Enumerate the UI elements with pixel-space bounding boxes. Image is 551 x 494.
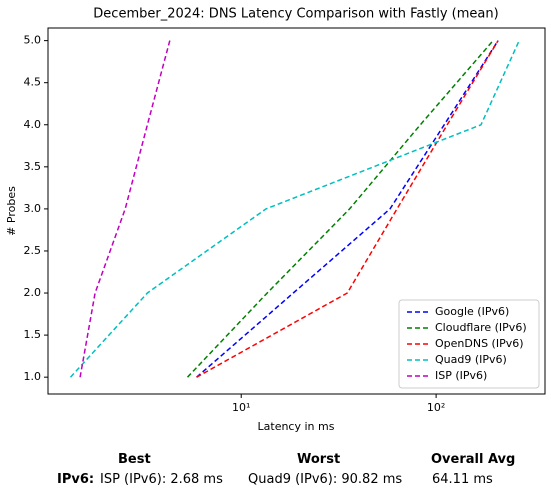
legend-label: ISP (IPv6) xyxy=(435,369,487,382)
chart-title: December_2024: DNS Latency Comparison wi… xyxy=(93,7,498,22)
plot-frame xyxy=(47,27,546,395)
y-axis-label: # Probes xyxy=(5,186,18,236)
header: Overall Avg xyxy=(431,452,516,467)
y-tick-label: 1.0 xyxy=(24,370,42,383)
legend-box xyxy=(398,299,540,389)
line xyxy=(196,40,499,378)
x-tick-label: 10¹ xyxy=(232,401,250,414)
cell: Quad9 (IPv6): 90.82 ms xyxy=(248,472,403,487)
legend-label: Google (IPv6) xyxy=(435,305,509,318)
header: Best xyxy=(118,452,151,467)
line xyxy=(69,40,520,378)
legend-label: Quad9 (IPv6) xyxy=(435,353,507,366)
x-axis-label: Latency in ms xyxy=(258,420,335,433)
line xyxy=(196,40,499,378)
summary: Best Worst Overall Avg IPv6: ISP (IPv6):… xyxy=(0,448,551,494)
y-tick-label: 4.0 xyxy=(24,118,42,131)
legend-label: Cloudflare (IPv6) xyxy=(435,321,527,334)
y-tick-label: 2.0 xyxy=(24,286,42,299)
y-tick-label: 3.0 xyxy=(24,202,42,215)
cell: ISP (IPv6): 2.68 ms xyxy=(100,472,223,487)
y-tick-label: 1.5 xyxy=(24,328,42,341)
legend-label: OpenDNS (IPv6) xyxy=(435,337,524,350)
chart: December_2024: DNS Latency Comparison wi… xyxy=(5,7,546,433)
y-tick-label: 2.5 xyxy=(24,244,42,257)
cell: 64.11 ms xyxy=(432,472,493,487)
line xyxy=(186,40,494,378)
header: Worst xyxy=(297,452,341,467)
x-tick-label: 10² xyxy=(427,401,445,414)
y-tick-label: 5.0 xyxy=(24,34,42,47)
y-tick-label: 4.5 xyxy=(24,76,42,89)
row-label: IPv6: xyxy=(57,472,95,487)
y-tick-label: 3.5 xyxy=(24,160,42,173)
line xyxy=(79,40,171,378)
